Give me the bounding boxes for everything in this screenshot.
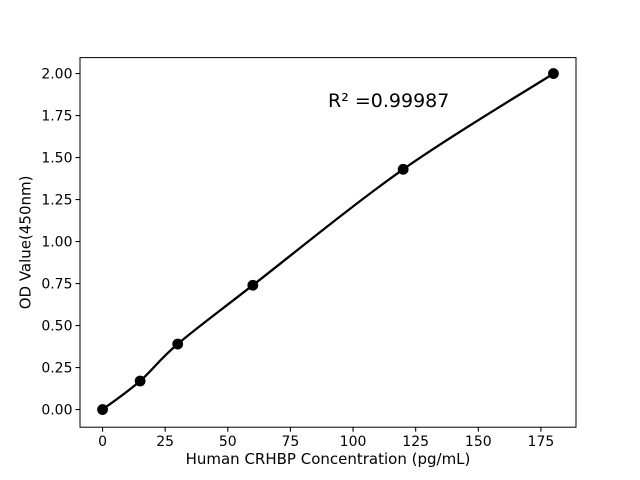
data-point xyxy=(548,68,559,79)
x-tick-label: 0 xyxy=(98,434,107,450)
y-tick-label: 0.50 xyxy=(41,319,72,335)
plot-area xyxy=(79,57,577,428)
x-tick-label: 175 xyxy=(528,434,555,450)
data-point xyxy=(172,338,184,350)
data-points xyxy=(97,68,559,415)
x-axis-ticks: 0 25 50 75 100 125 150 175 xyxy=(98,427,554,450)
x-tick-label: 125 xyxy=(402,434,429,450)
data-point xyxy=(397,163,409,175)
y-tick-label: 0.00 xyxy=(41,403,72,419)
y-axis-ticks: 0.00 0.25 0.50 0.75 1.00 1.25 1.50 1.75 2.00 xyxy=(41,67,80,419)
x-tick-label: 25 xyxy=(156,434,174,450)
y-tick-label: 0.25 xyxy=(41,361,72,377)
y-tick-label: 1.00 xyxy=(41,235,72,251)
data-point xyxy=(97,404,108,415)
fit-curve xyxy=(101,72,555,411)
y-tick-label: 1.75 xyxy=(41,109,72,125)
y-tick-label: 1.50 xyxy=(41,151,72,167)
y-tick-label: 0.75 xyxy=(41,277,72,293)
x-axis-label: Human CRHBP Concentration (pg/mL) xyxy=(186,450,471,468)
y-tick-label: 1.25 xyxy=(41,193,72,209)
data-point xyxy=(247,279,259,291)
y-tick-label: 2.00 xyxy=(41,67,72,83)
x-tick-label: 100 xyxy=(340,434,367,450)
x-tick-label: 50 xyxy=(219,434,237,450)
r-squared-annotation: R² =0.99987 xyxy=(328,90,449,112)
data-point xyxy=(134,375,146,387)
x-tick-label: 75 xyxy=(282,434,300,450)
y-axis-label: OD Value(450nm) xyxy=(17,176,35,310)
x-tick-label: 150 xyxy=(465,434,492,450)
